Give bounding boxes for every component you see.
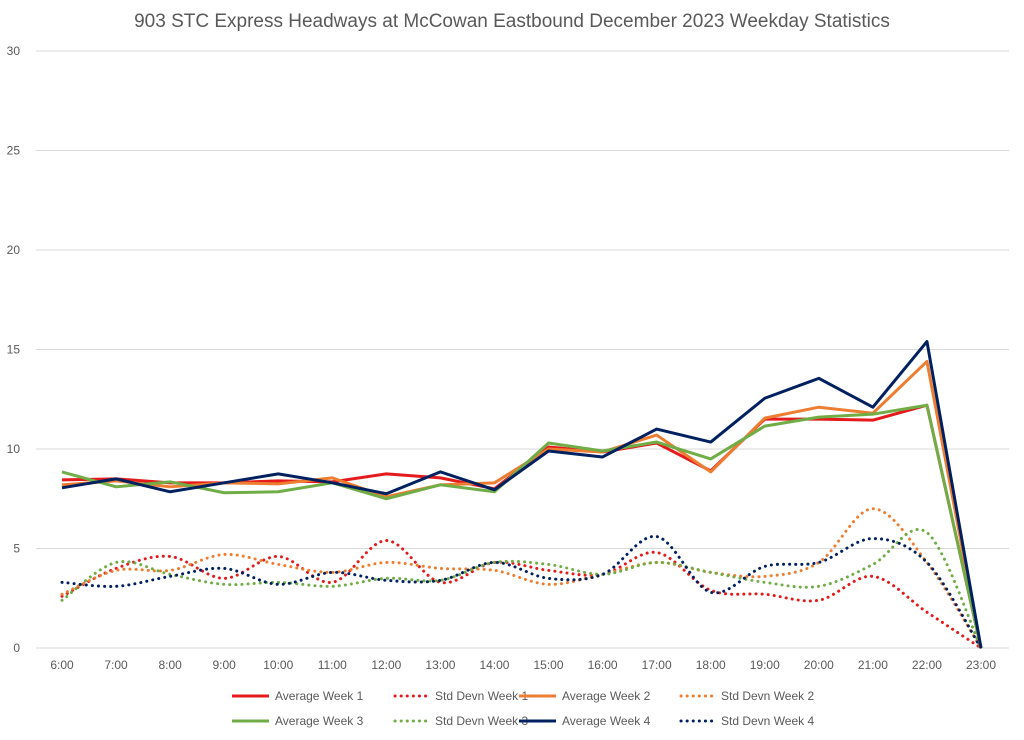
x-tick-label: 8:00 <box>158 658 182 672</box>
x-tick-label: 17:00 <box>642 658 672 672</box>
series-std-devn-week-2 <box>60 507 983 650</box>
x-tick-label: 22:00 <box>912 658 942 672</box>
x-tick-label: 15:00 <box>534 658 564 672</box>
legend-label: Average Week 3 <box>275 714 364 728</box>
y-tick-label: 5 <box>13 542 20 556</box>
legend-label: Average Week 2 <box>562 689 651 703</box>
legend: Average Week 1 Std Devn Week 1 Average Wee… <box>232 689 814 728</box>
x-tick-label: 7:00 <box>104 658 128 672</box>
y-tick-label: 30 <box>7 44 21 58</box>
legend-label: Std Devn Week 2 <box>721 689 814 703</box>
x-tick-label: 19:00 <box>750 658 780 672</box>
legend-item[interactable]: Std Devn Week 2 <box>679 689 814 703</box>
chart-title: 903 STC Express Headways at McCowan East… <box>134 11 890 32</box>
series-average-week-2 <box>61 359 983 649</box>
series-std-devn-week-1 <box>60 539 983 650</box>
legend-item[interactable]: Average Week 2 <box>519 689 651 703</box>
legend-item[interactable]: Average Week 3 <box>232 714 364 728</box>
x-tick-label: 6:00 <box>50 658 74 672</box>
series-average-week-4 <box>61 340 983 649</box>
x-tick-label: 18:00 <box>696 658 726 672</box>
series-average-week-1 <box>61 403 983 649</box>
legend-label: Average Week 4 <box>562 714 651 728</box>
legend-label: Std Devn Week 3 <box>435 714 528 728</box>
x-axis-ticks: 6:00 7:00 8:00 9:00 10:00 11:00 12:00 13:00 14:0… <box>50 658 996 672</box>
y-tick-label: 15 <box>7 343 21 357</box>
legend-item[interactable]: Average Week 1 <box>232 689 364 703</box>
x-tick-label: 16:00 <box>588 658 618 672</box>
y-axis-ticks: 0 5 10 15 20 25 30 <box>7 44 21 655</box>
y-tick-label: 25 <box>7 144 21 158</box>
x-tick-label: 23:00 <box>966 658 996 672</box>
x-tick-label: 20:00 <box>804 658 834 672</box>
x-tick-label: 14:00 <box>479 658 509 672</box>
legend-item[interactable]: Std Devn Week 1 <box>393 689 528 703</box>
series-std-devn-week-4 <box>60 535 983 650</box>
y-tick-label: 10 <box>7 442 21 456</box>
legend-item[interactable]: Average Week 4 <box>519 714 651 728</box>
x-tick-label: 13:00 <box>425 658 455 672</box>
series-std-devn-week-3 <box>60 528 983 650</box>
legend-label: Std Devn Week 4 <box>721 714 814 728</box>
series-lines <box>60 340 983 650</box>
legend-item[interactable]: Std Devn Week 4 <box>679 714 814 728</box>
x-tick-label: 21:00 <box>858 658 888 672</box>
gridlines <box>36 50 1009 649</box>
legend-item[interactable]: Std Devn Week 3 <box>393 714 528 728</box>
y-tick-label: 0 <box>13 641 20 655</box>
x-tick-label: 12:00 <box>371 658 401 672</box>
x-tick-label: 9:00 <box>212 658 236 672</box>
x-tick-label: 11:00 <box>318 658 347 672</box>
legend-label: Average Week 1 <box>275 689 364 703</box>
y-tick-label: 20 <box>7 243 21 257</box>
series-average-week-3 <box>61 403 983 649</box>
x-tick-label: 10:00 <box>263 658 293 672</box>
legend-label: Std Devn Week 1 <box>435 689 528 703</box>
